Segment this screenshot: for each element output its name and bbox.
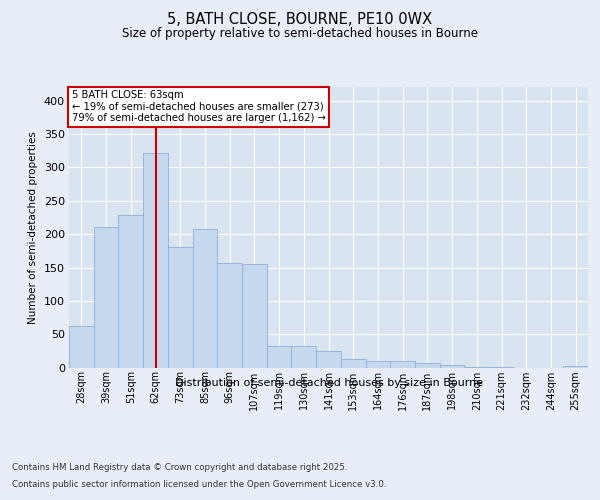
- Bar: [415, 363, 440, 368]
- Bar: [143, 153, 168, 368]
- Y-axis label: Number of semi-detached properties: Number of semi-detached properties: [28, 131, 38, 324]
- Bar: [563, 366, 588, 368]
- Text: Size of property relative to semi-detached houses in Bourne: Size of property relative to semi-detach…: [122, 28, 478, 40]
- Bar: [390, 361, 415, 368]
- Bar: [94, 228, 118, 368]
- Bar: [267, 346, 292, 368]
- Bar: [292, 346, 316, 368]
- Text: Contains HM Land Registry data © Crown copyright and database right 2025.: Contains HM Land Registry data © Crown c…: [12, 464, 347, 472]
- Bar: [69, 326, 94, 368]
- Bar: [242, 264, 267, 368]
- Bar: [316, 351, 341, 368]
- Text: Distribution of semi-detached houses by size in Bourne: Distribution of semi-detached houses by …: [175, 378, 483, 388]
- Bar: [489, 367, 514, 368]
- Bar: [464, 367, 489, 368]
- Text: 5, BATH CLOSE, BOURNE, PE10 0WX: 5, BATH CLOSE, BOURNE, PE10 0WX: [167, 12, 433, 28]
- Bar: [217, 263, 242, 368]
- Bar: [440, 365, 464, 368]
- Bar: [168, 247, 193, 368]
- Bar: [118, 216, 143, 368]
- Bar: [365, 361, 390, 368]
- Bar: [341, 359, 365, 368]
- Text: Contains public sector information licensed under the Open Government Licence v3: Contains public sector information licen…: [12, 480, 386, 489]
- Text: 5 BATH CLOSE: 63sqm
← 19% of semi-detached houses are smaller (273)
79% of semi-: 5 BATH CLOSE: 63sqm ← 19% of semi-detach…: [71, 90, 325, 124]
- Bar: [193, 230, 217, 368]
